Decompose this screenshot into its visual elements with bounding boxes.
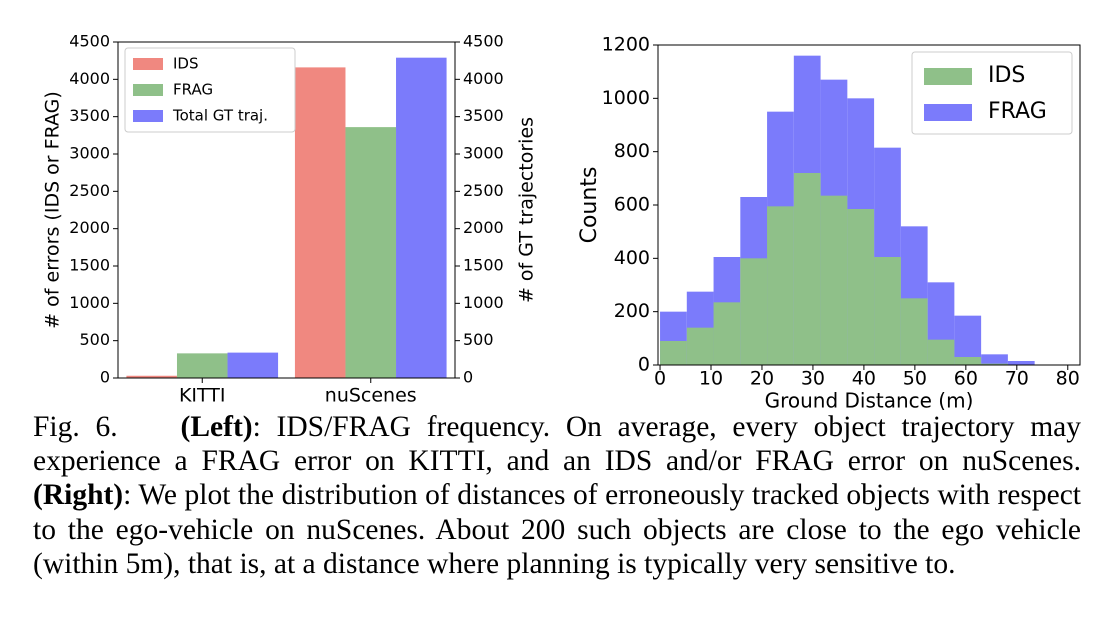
x-tick-label: nuScenes	[325, 385, 417, 407]
right-head: (Right)	[33, 479, 124, 512]
hist-bar	[767, 206, 794, 365]
left-head: (Left)	[180, 411, 253, 443]
legend-label: Total GT traj.	[172, 107, 268, 125]
x-tick-label: 0	[654, 368, 666, 390]
x-tick-label: 50	[903, 368, 927, 390]
right-text: : We plot the distribution of distances …	[33, 479, 1081, 580]
x-tick-label: 10	[699, 368, 723, 390]
y-tick-label: 0	[463, 368, 473, 387]
y-tick-label: 1000	[602, 87, 650, 109]
bar	[294, 67, 346, 379]
y-tick-label: 600	[614, 194, 650, 216]
hist-bar	[793, 173, 821, 365]
x-tick-label: 40	[852, 368, 876, 390]
hist-bar	[981, 363, 1008, 365]
legend-swatch	[924, 68, 972, 85]
y-tick-label: 3500	[463, 106, 504, 125]
hist-bar	[900, 298, 928, 365]
legend-box	[124, 47, 296, 133]
y-axis-label: # of errors (IDS or FRAG)	[42, 91, 64, 329]
x-tick-label: 60	[954, 368, 978, 390]
hist-bar	[740, 258, 768, 365]
y-tick-label: 500	[463, 330, 494, 349]
hist-bar	[713, 302, 741, 365]
caption: Fig. 6. (Left): IDS/FRAG frequency. On a…	[33, 410, 1081, 581]
hist-bar	[820, 195, 848, 365]
y-tick-label: 4000	[69, 69, 110, 88]
y-tick-label: 2000	[69, 218, 110, 237]
y-tick-label: 0	[100, 368, 110, 387]
y-tick-label: 200	[614, 300, 650, 322]
hist-bar	[847, 209, 875, 365]
legend-swatch	[133, 84, 163, 96]
bar	[176, 353, 228, 378]
legend-label: IDS	[988, 63, 1025, 88]
y-tick-label: 0	[638, 354, 650, 376]
x-axis-label: Ground Distance (m)	[765, 389, 974, 411]
y-tick-label: 2000	[463, 218, 504, 237]
bar	[396, 57, 447, 379]
y-tick-label: 3000	[69, 144, 110, 163]
legend-swatch	[924, 104, 972, 121]
legend-swatch	[133, 58, 163, 70]
hist-bar	[927, 339, 955, 365]
x-tick-label: 80	[1056, 368, 1080, 390]
x-tick-label: 30	[801, 368, 825, 390]
y-tick-label: 1500	[463, 256, 504, 275]
y-tick-label: 1500	[69, 256, 110, 275]
bar	[345, 127, 397, 379]
y-tick-label: 3500	[69, 106, 110, 125]
hist-bar	[660, 341, 687, 365]
legend-label: FRAG	[988, 99, 1047, 124]
axes-frame	[657, 44, 1081, 366]
left-text: : IDS/FRAG frequency. On average, every …	[33, 411, 1082, 478]
axes-frame	[117, 41, 456, 379]
hist-bar	[1007, 361, 1035, 365]
y-axis-label: Counts	[577, 167, 602, 244]
x-tick-label: 20	[750, 368, 774, 390]
y-tick-label: 3000	[463, 144, 504, 163]
y-tick-label: 1000	[69, 293, 110, 312]
figure: 0500100015002000250030003500400045000500…	[42, 32, 1081, 411]
fig-label: Fig. 6.	[33, 411, 118, 443]
hist-bar	[874, 257, 901, 365]
y-tick-label: 500	[79, 330, 110, 349]
legend-swatch	[133, 110, 163, 122]
y-tick-label: 1200	[602, 34, 650, 56]
y-tick-label: 800	[614, 140, 650, 162]
hist-bar	[981, 354, 1008, 365]
y-tick-label: 1000	[463, 293, 504, 312]
hist-bar	[954, 315, 982, 365]
legend-label: IDS	[173, 55, 199, 73]
y-tick-label: 4500	[463, 32, 504, 51]
hist-bar	[954, 357, 982, 365]
bar	[227, 352, 279, 378]
y-tick-label: 4000	[463, 69, 504, 88]
y-tick-label: 400	[614, 247, 650, 269]
bar	[126, 375, 177, 378]
legend-label: FRAG	[173, 81, 213, 99]
hist-bar	[686, 327, 714, 365]
y-tick-label: 2500	[463, 181, 504, 200]
x-tick-label: KITTI	[179, 385, 226, 407]
y-tick-label: 4500	[69, 32, 110, 51]
x-tick-label: 70	[1005, 368, 1029, 390]
y-tick-label: 2500	[69, 181, 110, 200]
y2-axis-label: # of GT trajectories	[516, 117, 538, 303]
